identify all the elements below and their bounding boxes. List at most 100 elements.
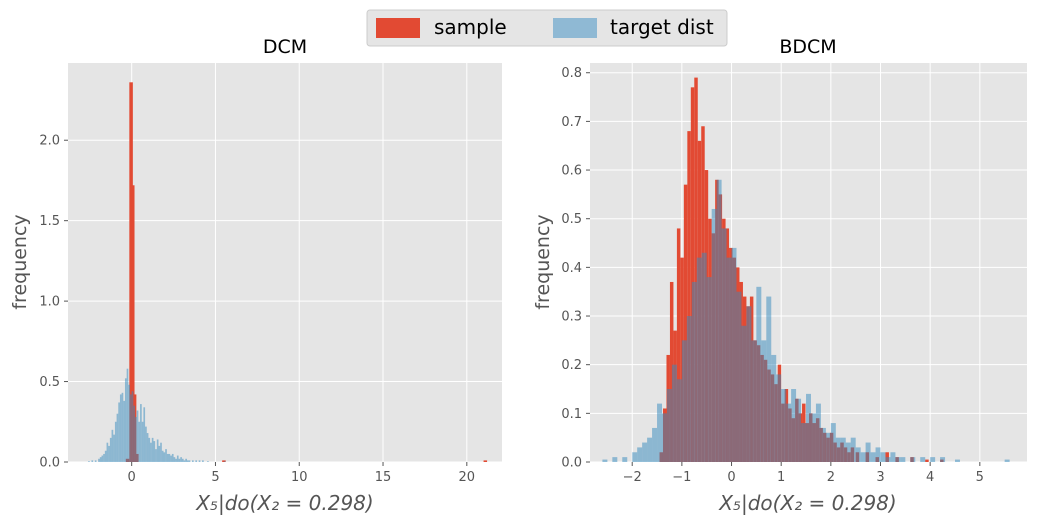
bdcm-sample-bar: [690, 87, 695, 462]
dcm-y-ticks: 0.0 0.5 1.0 1.5 2.0: [39, 134, 68, 471]
dcm-target-bar: [103, 453, 105, 462]
dcm-target-bars: [88, 368, 226, 462]
bdcm-target-bar: [771, 354, 777, 462]
bdcm-target-bar: [830, 423, 836, 462]
dcm-target-bar: [111, 429, 114, 462]
bdcm-target-bar: [840, 437, 846, 462]
dcm-target-bar: [195, 460, 198, 462]
bdcm-target-bar: [796, 398, 802, 462]
bdcm-target-bar: [756, 286, 762, 462]
dcm-target-bar: [161, 450, 164, 462]
dcm-y-tick-label: 1.5: [39, 214, 60, 229]
dcm-target-bar: [108, 445, 110, 462]
dcm-y-axis-label: frequency: [9, 214, 31, 309]
dcm-target-bar: [151, 437, 154, 462]
bdcm-target-bar: [681, 340, 687, 462]
bdcm-target-bar: [910, 457, 916, 462]
bdcm-target-bar: [850, 437, 856, 462]
dcm-target-bar: [148, 437, 151, 462]
bdcm-x-tick-label: −2: [623, 470, 642, 485]
bdcm-target-bar: [875, 447, 881, 462]
dcm-target-bar: [140, 404, 142, 462]
bdcm-target-bar: [1004, 459, 1010, 462]
bdcm-target-bar: [791, 389, 797, 462]
bdcm-sample-bar: [683, 184, 688, 462]
bdcm-target-bar: [810, 413, 816, 462]
bdcm-target-bar: [806, 393, 811, 462]
dcm-panel: 0 5 10 15 20 0.0 0.5 1.0 1.5 2.0 DCM frequency X…: [9, 36, 502, 515]
dcm-target-bar: [138, 421, 141, 462]
dcm-target-bar: [106, 442, 109, 462]
dcm-target-bar: [207, 461, 209, 462]
bdcm-target-bar: [865, 442, 871, 462]
dcm-target-bar: [180, 457, 182, 462]
dcm-target-bar: [188, 460, 191, 462]
dcm-target-bar: [126, 368, 129, 462]
dcm-x-tick-label: 15: [375, 470, 392, 485]
dcm-target-bar: [135, 416, 137, 462]
dcm-target-bar: [109, 437, 112, 462]
dcm-y-tick-label: 2.0: [39, 134, 60, 149]
bdcm-target-bar: [731, 247, 737, 462]
bdcm-target-bar: [900, 457, 906, 462]
bdcm-target-bar: [845, 442, 851, 462]
dcm-target-bar: [186, 460, 189, 462]
bdcm-target-bar: [701, 252, 707, 462]
bdcm-sample-bar: [925, 459, 929, 462]
bdcm-target-bar: [676, 379, 682, 462]
bdcm-target-bar: [885, 457, 891, 462]
dcm-target-bar: [155, 449, 157, 462]
dcm-x-tick-label: 5: [211, 470, 219, 485]
bdcm-x-tick-label: 3: [876, 470, 884, 485]
bdcm-y-tick-label: 0.8: [561, 66, 582, 81]
dcm-target-bar: [168, 453, 171, 462]
dcm-sample-bar: [131, 185, 135, 462]
dcm-target-bar: [173, 457, 176, 462]
bdcm-x-tick-label: 0: [727, 470, 735, 485]
dcm-target-bar: [116, 413, 119, 462]
bdcm-x-tick-label: 2: [827, 470, 835, 485]
dcm-target-bar: [98, 458, 100, 462]
bdcm-target-bar: [815, 403, 821, 462]
dcm-target-bar: [202, 460, 204, 462]
bdcm-target-bar: [706, 277, 712, 462]
bdcm-panel: −2 −1 0 1 2 3 4 5 0.0 0.1 0.2 0.3 0.4 0.5 0.6 0.7 0.8 B…: [532, 36, 1027, 515]
bdcm-y-tick-label: 0.7: [561, 115, 582, 130]
dcm-plot-area: [68, 63, 502, 462]
bdcm-target-bar: [880, 452, 886, 462]
bdcm-y-tick-label: 0.4: [561, 261, 582, 276]
bdcm-target-bar: [801, 423, 807, 462]
dcm-target-bar: [165, 449, 167, 462]
dcm-target-bar: [130, 394, 132, 462]
dcm-title: DCM: [263, 36, 307, 58]
dcm-x-axis-label: X₅|do(X₂ = 0.298): [195, 491, 373, 515]
bdcm-y-tick-label: 0.6: [561, 164, 582, 179]
bdcm-target-bar: [820, 427, 826, 462]
bdcm-target-bar: [602, 459, 608, 462]
dcm-target-bar: [123, 400, 125, 462]
dcm-target-bar: [163, 452, 166, 462]
dcm-target-bar: [198, 460, 201, 462]
dcm-target-bar: [119, 394, 122, 462]
dcm-target-bar: [150, 442, 152, 462]
bdcm-target-bar: [746, 306, 752, 462]
bdcm-target-bar: [741, 325, 747, 462]
bdcm-y-tick-label: 0.1: [561, 407, 582, 422]
bdcm-target-bar: [632, 452, 638, 462]
dcm-target-bar: [158, 445, 161, 462]
bdcm-sample-bar: [694, 77, 698, 462]
dcm-target-bar: [183, 460, 186, 462]
bdcm-target-bar: [954, 459, 960, 462]
bdcm-target-bar: [622, 457, 628, 462]
dcm-target-bar: [136, 410, 139, 462]
bdcm-x-tick-label: 4: [926, 470, 934, 485]
bdcm-target-bars: [602, 179, 1010, 462]
dcm-target-bar: [146, 433, 149, 462]
bdcm-y-ticks: 0.0 0.1 0.2 0.3 0.4 0.5 0.6 0.7 0.8: [561, 66, 590, 471]
dcm-target-bar: [156, 439, 159, 462]
bdcm-target-bar: [696, 257, 702, 462]
bdcm-target-bar: [612, 457, 618, 462]
legend-swatch-sample: [376, 18, 420, 38]
dcm-target-bar: [124, 378, 127, 462]
dcm-target-bar: [113, 434, 115, 462]
